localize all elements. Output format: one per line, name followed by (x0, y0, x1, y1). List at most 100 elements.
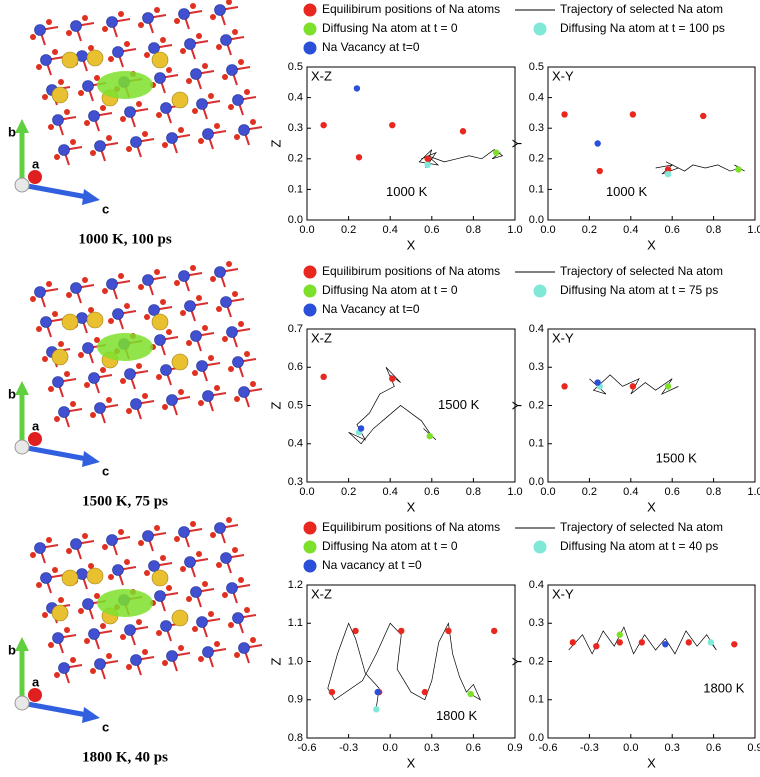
trajectory (327, 622, 482, 708)
legend-label: Equilibirum positions of Na atoms (322, 264, 500, 278)
y-tick-label: 0.3 (529, 122, 544, 134)
oxygen (142, 393, 148, 399)
x-tick-label: 0.2 (341, 224, 356, 236)
oxygen (30, 552, 36, 558)
x-tick-label: 0.3 (424, 742, 439, 754)
oxygen (214, 385, 220, 391)
x-axis-label: X (407, 237, 416, 252)
metal-atom (142, 274, 154, 286)
plot-frame (547, 66, 756, 221)
metal-atom (112, 308, 124, 320)
point (685, 639, 692, 646)
oxygen (120, 634, 126, 640)
x-tick-label: 0.3 (665, 742, 680, 754)
oxygen (126, 664, 132, 670)
oxygen (70, 401, 76, 407)
y-tick-label: 0.7 (288, 323, 303, 335)
legend-label: Trajectory of selected Na atom (560, 2, 723, 16)
oxygen (124, 559, 130, 565)
oxygen (162, 404, 168, 410)
x-tick-label: 0.4 (623, 486, 638, 498)
oxygen (58, 341, 64, 347)
oxygen (88, 563, 94, 569)
metal-atom (34, 286, 46, 298)
point (398, 627, 405, 635)
axis-a (28, 170, 42, 184)
oxygen (52, 311, 58, 317)
oxygen (120, 378, 126, 384)
oxygen (178, 645, 184, 651)
x-tick-label: 0.8 (706, 224, 721, 236)
x-tick-label: 0.8 (466, 224, 481, 236)
y-tick-label: 0.5 (288, 61, 303, 73)
oxygen (198, 138, 204, 144)
axis-label: b (8, 642, 16, 657)
legend-key (303, 521, 317, 535)
y-tick-label: 0.0 (529, 732, 544, 744)
oxygen (54, 672, 60, 678)
na-atom (151, 51, 169, 69)
metal-atom (88, 628, 100, 640)
oxygen (70, 657, 76, 663)
point (731, 641, 738, 648)
annotation: 1000 K (386, 184, 428, 199)
legend-label: Equilibirum positions of Na atoms (322, 2, 500, 16)
oxygen (106, 397, 112, 403)
plot-frame (306, 66, 516, 221)
oxygen (90, 412, 96, 418)
na-atom (51, 604, 69, 622)
metal-atom (154, 72, 166, 84)
y-tick-label: 0.4 (529, 323, 544, 335)
x-tick-label: 0.2 (582, 486, 597, 498)
oxygen (84, 382, 90, 388)
legend-label: Trajectory of selected Na atom (560, 520, 723, 534)
oxygen (94, 337, 100, 343)
oxygen (190, 265, 196, 271)
oxygen (118, 11, 124, 17)
oxygen (30, 296, 36, 302)
metal-atom (82, 598, 94, 610)
metal-atom (124, 368, 136, 380)
oxygen (90, 150, 96, 156)
point (594, 379, 601, 386)
oxygen (46, 19, 52, 25)
oxygen (64, 371, 70, 377)
x-tick-label: 0.0 (540, 486, 555, 498)
oxygen (192, 108, 198, 114)
oxygen (160, 37, 166, 43)
oxygen (156, 374, 162, 380)
point (445, 627, 452, 635)
metal-atom (52, 114, 64, 126)
annotation: 1500 K (438, 397, 480, 412)
metal-atom (106, 534, 118, 546)
oxygen (178, 127, 184, 133)
metal-atom (220, 34, 232, 46)
oxygen (214, 641, 220, 647)
point (467, 690, 474, 698)
y-tick-label: 0.4 (529, 92, 544, 104)
metal-atom (70, 282, 82, 294)
oxygen (174, 280, 180, 286)
point (735, 166, 742, 173)
x-axis-label: X (647, 755, 656, 770)
oxygen (136, 619, 142, 625)
point (373, 706, 380, 713)
oxygen (142, 649, 148, 655)
metal-atom (130, 136, 142, 148)
metal-atom (214, 4, 226, 16)
point (638, 639, 646, 646)
x-tick-label: 0.2 (582, 224, 597, 236)
oxygen (42, 356, 48, 362)
x-axis-label: X (647, 499, 656, 514)
oxygen (82, 15, 88, 21)
oxygen (154, 7, 160, 13)
metal-atom (94, 402, 106, 414)
annotation: 1800 K (436, 708, 478, 723)
oxygen (226, 261, 232, 267)
metal-atom (238, 124, 250, 136)
panel-label: X-Y (552, 586, 574, 601)
legend-key (303, 41, 317, 55)
metal-atom (154, 590, 166, 602)
y-tick-label: 0.2 (529, 655, 544, 667)
point (664, 166, 672, 173)
